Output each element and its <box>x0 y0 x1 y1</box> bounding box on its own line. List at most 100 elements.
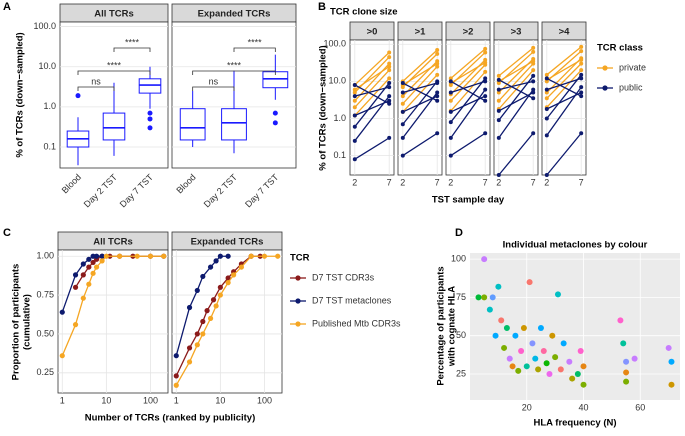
facet-label: Expanded TCRs <box>191 237 264 248</box>
point <box>483 46 488 51</box>
y-tick-label: 0.1 <box>43 141 56 151</box>
point <box>529 340 536 347</box>
significance: **** <box>227 60 242 70</box>
line <box>546 69 582 108</box>
y-tick-label: 75 <box>456 292 466 302</box>
significance: **** <box>107 60 122 70</box>
line <box>354 137 390 160</box>
line <box>546 63 582 99</box>
x-axis-label: TST sample day <box>432 195 505 206</box>
y-axis-label: Percentage of participants <box>436 266 447 385</box>
line <box>450 48 486 79</box>
point <box>200 331 206 337</box>
line <box>546 77 582 97</box>
facet-label: Expanded TCRs <box>198 9 271 20</box>
point <box>475 294 482 301</box>
point <box>400 90 405 95</box>
facet-label: >1 <box>415 27 427 38</box>
point <box>448 120 453 125</box>
point <box>448 153 453 158</box>
outlier <box>75 93 81 99</box>
point <box>93 253 100 259</box>
point <box>80 272 86 278</box>
y-tick-label: 0.50 <box>36 328 54 338</box>
point <box>194 331 200 337</box>
point <box>579 49 584 54</box>
point <box>483 79 488 84</box>
x-axis-label: HLA frequency (N) <box>533 418 616 429</box>
point <box>93 264 100 270</box>
box <box>179 108 206 141</box>
point <box>569 375 576 382</box>
line <box>402 80 438 125</box>
panel-letter: B <box>318 1 326 13</box>
line <box>546 77 582 91</box>
outlier <box>272 120 278 126</box>
point <box>400 153 405 158</box>
plot-area <box>57 249 169 394</box>
y-axis-label: (cumulative) <box>22 294 33 350</box>
line <box>402 132 438 157</box>
point <box>387 81 392 86</box>
point <box>512 332 519 339</box>
line <box>498 60 534 82</box>
panel-title: Individual metaclones by colour <box>503 240 648 251</box>
point <box>506 355 513 362</box>
y-tick-label: 1.00 <box>36 251 54 261</box>
point <box>387 68 392 73</box>
point <box>352 105 357 110</box>
point <box>435 94 440 99</box>
point <box>531 49 536 54</box>
point <box>579 68 584 73</box>
outlier <box>147 116 153 122</box>
significance: ns <box>91 76 101 86</box>
point <box>387 101 392 106</box>
panel-letter: C <box>3 227 11 239</box>
point <box>352 138 357 143</box>
point <box>665 344 672 351</box>
outlier <box>147 125 153 131</box>
point <box>495 283 502 290</box>
outlier <box>147 110 153 116</box>
point <box>620 340 627 347</box>
line <box>354 86 390 97</box>
x-tick-label: 40 <box>579 402 589 412</box>
legend-point <box>602 85 608 91</box>
point <box>579 131 584 136</box>
point <box>275 253 281 259</box>
x-tick-label: 10 <box>215 395 225 405</box>
point <box>238 264 245 270</box>
x-tick-label: Day 7 TST <box>118 172 156 210</box>
point <box>387 61 392 66</box>
outlier <box>272 110 278 116</box>
x-tick-label: 7 <box>483 177 488 187</box>
point <box>544 90 549 95</box>
x-tick-label: 7 <box>531 177 536 187</box>
point <box>496 173 501 177</box>
point <box>435 47 440 52</box>
point <box>400 109 405 114</box>
point <box>489 294 496 301</box>
point <box>579 44 584 49</box>
point <box>515 367 522 374</box>
point <box>544 116 549 121</box>
point <box>400 81 405 86</box>
panel-letter: D <box>455 227 463 239</box>
point <box>574 370 581 377</box>
line <box>402 63 438 86</box>
x-tick-label: 2 <box>448 177 453 187</box>
line <box>450 80 486 102</box>
point <box>520 325 527 332</box>
point <box>207 315 214 321</box>
point <box>509 363 516 370</box>
line <box>450 95 486 113</box>
point <box>225 275 231 281</box>
point <box>194 287 200 294</box>
legend-label: private <box>619 62 646 72</box>
point <box>631 355 638 362</box>
point <box>623 378 630 385</box>
line <box>354 84 390 105</box>
significance: ns <box>209 76 219 86</box>
point <box>387 55 392 60</box>
point <box>86 256 92 262</box>
